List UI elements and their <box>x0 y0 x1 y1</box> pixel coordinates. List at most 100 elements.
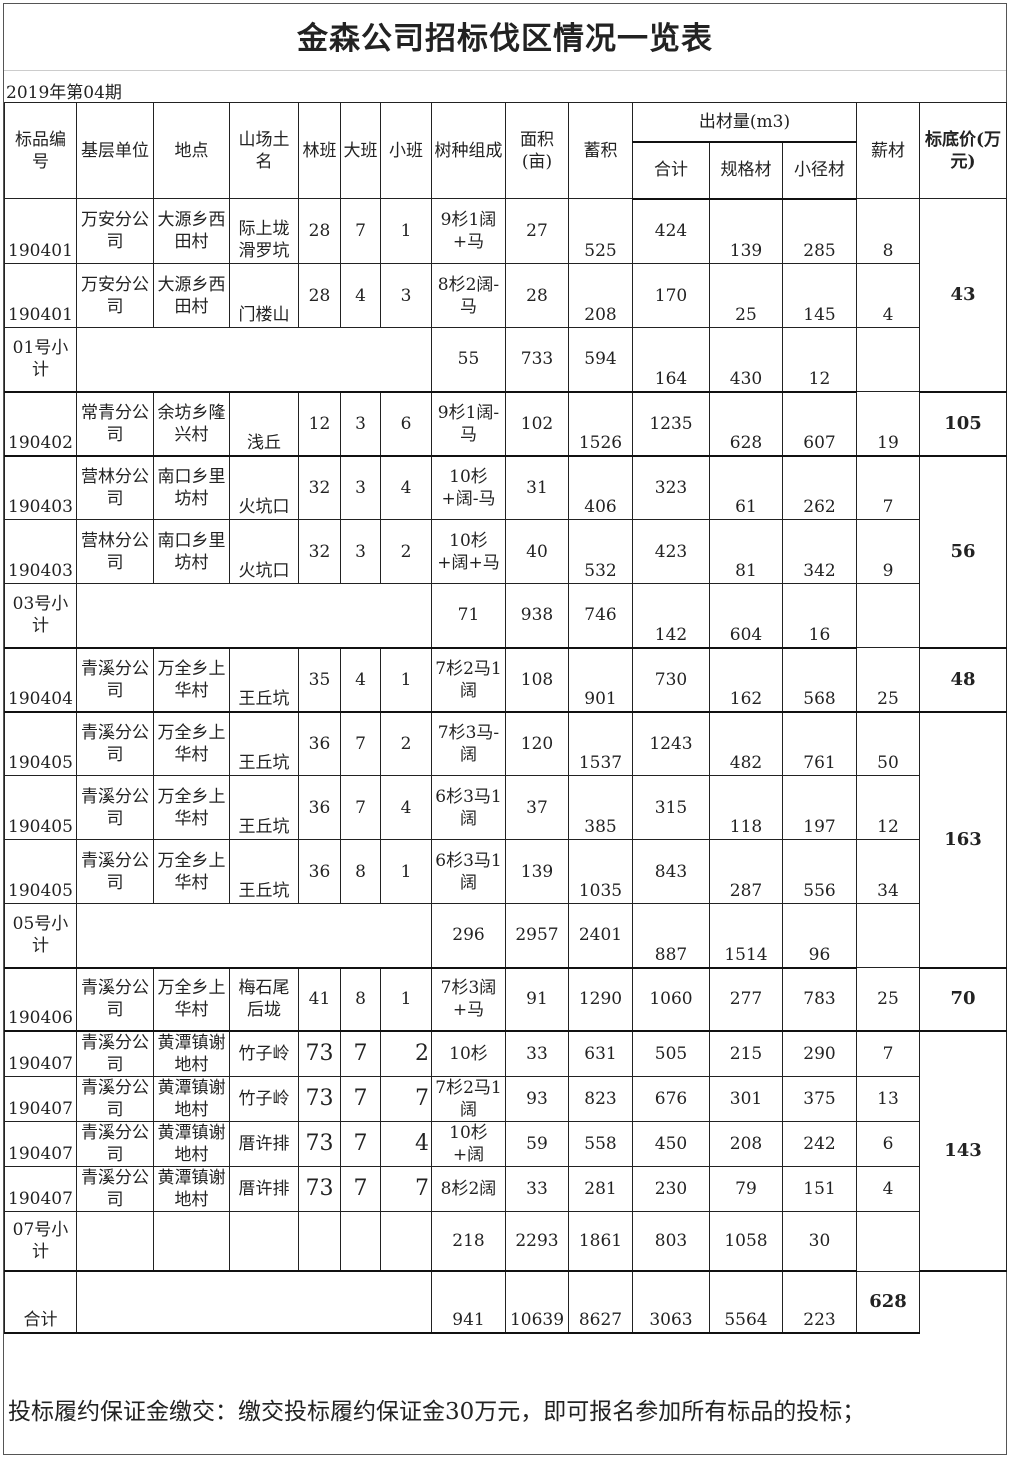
cell-species: 10杉+阔+马 <box>431 519 506 584</box>
cell-unit: 青溪分公司 <box>76 967 154 1032</box>
cell-empty <box>340 1210 381 1272</box>
header-volume: 蓄积 <box>568 102 633 199</box>
cell-unit: 常青分公司 <box>76 391 154 457</box>
cell-small-dia: 430 <box>709 327 783 393</box>
cell-lot-no: 190405 <box>4 711 77 776</box>
row-label: 01号小计 <box>4 327 77 393</box>
cell-small-dia: 151 <box>782 1165 857 1212</box>
header-lot-no: 标品编号 <box>4 102 77 199</box>
header-unit: 基层单位 <box>76 102 154 199</box>
cell-area: 91 <box>505 967 569 1032</box>
cell-location: 南口乡里坊村 <box>153 519 230 584</box>
cell-spec: 25 <box>709 263 783 328</box>
cell-volume: 938 <box>505 583 569 649</box>
cell-firewood: 12 <box>856 775 920 840</box>
cell-volume: 901 <box>568 647 633 713</box>
header-output: 出材量(m3) <box>632 102 857 143</box>
cell-site-name: 竹子岭 <box>229 1075 299 1122</box>
cell-volume: 281 <box>568 1165 633 1212</box>
cell-area: 108 <box>505 647 569 713</box>
cell-site-name: 梅石尾后垅 <box>229 967 299 1032</box>
cell-species: 10杉+阔-马 <box>431 455 506 520</box>
table-row: 190401 万安分公司 大源乡西田村 际上垅滑罗坑 28 7 1 9杉1阔+马 27 525 42… <box>4 198 1007 393</box>
cell-spec: 482 <box>709 711 783 776</box>
row-label: 03号小计 <box>4 583 77 649</box>
subtotal-row: 05号小计 296 2957 2401 887 1514 96 <box>4 903 1007 969</box>
cell-small-dia: 1058 <box>709 1210 783 1272</box>
cell-small-class: 1 <box>380 839 432 904</box>
cell-output-total: 424 <box>632 198 710 264</box>
cell-lot-no: 190405 <box>4 775 77 840</box>
cell-spec: 277 <box>709 967 783 1032</box>
cell-small-dia: 290 <box>782 1030 857 1077</box>
cell-forest-class: 32 <box>298 519 341 584</box>
cell-forest-class: 35 <box>298 647 341 713</box>
cell-site-name: 火坑口 <box>229 455 299 520</box>
cell-location: 大源乡西田村 <box>153 198 230 264</box>
base-price-cell: 56 <box>919 455 1007 649</box>
cell-location: 黄潭镇谢地村 <box>153 1075 230 1122</box>
cell-small-class: 1 <box>380 198 432 264</box>
cell-big-class: 7 <box>340 198 381 264</box>
table-row: 190407 青溪分公司 黄潭镇谢地村 厝许排 73 7 7 8杉2阔 33 281 230 79 15… <box>4 1165 1007 1212</box>
base-price-cell: 70 <box>919 967 1007 1032</box>
cell-firewood: 25 <box>856 647 920 713</box>
cell-location: 万全乡上华村 <box>153 775 230 840</box>
row-label: 05号小计 <box>4 903 77 969</box>
cell-lot-no: 190407 <box>4 1120 77 1167</box>
cell-firewood: 34 <box>856 839 920 904</box>
base-price-cell: 48 <box>919 647 1007 713</box>
cell-location: 黄潭镇谢地村 <box>153 1030 230 1077</box>
cell-spec: 79 <box>709 1165 783 1212</box>
cell-lot-no: 190407 <box>4 1075 77 1122</box>
cell-output-total: 843 <box>632 839 710 904</box>
cell-lot-no: 190403 <box>4 519 77 584</box>
cell-forest-class: 28 <box>298 198 341 264</box>
header-total: 合计 <box>632 141 710 200</box>
cell-volume: 733 <box>505 327 569 393</box>
cell-volume: 10639 <box>505 1270 569 1334</box>
cell-firewood: 96 <box>782 903 857 969</box>
cell-small-dia: 342 <box>782 519 857 584</box>
cell-area: 102 <box>505 391 569 457</box>
cell-firewood: 19 <box>856 391 920 457</box>
cell-big-class: 7 <box>340 1075 381 1122</box>
cell-big-class: 7 <box>340 1120 381 1167</box>
cell-unit: 青溪分公司 <box>76 647 154 713</box>
total-row: 合计 941 10639 8627 3063 5564 223 628 <box>4 1270 1007 1334</box>
cell-small-class: 4 <box>380 1120 432 1167</box>
cell-firewood: 16 <box>782 583 857 649</box>
cell-firewood: 7 <box>856 1030 920 1077</box>
cell-unit: 营林分公司 <box>76 519 154 584</box>
cell-species: 6杉3马1阔 <box>431 775 506 840</box>
cell-firewood: 12 <box>782 327 857 393</box>
cell-location: 万全乡上华村 <box>153 839 230 904</box>
cell-forest-class: 73 <box>298 1165 341 1212</box>
cell-area: 28 <box>505 263 569 328</box>
cell-lot-no: 190407 <box>4 1030 77 1077</box>
cell-big-class: 4 <box>340 263 381 328</box>
cell-lot-no: 190401 <box>4 263 77 328</box>
cell-species: 9杉1阔+马 <box>431 198 506 264</box>
cell-species: 7杉2马1阔 <box>431 1075 506 1122</box>
cell-volume: 2957 <box>505 903 569 969</box>
cell-forest-class: 73 <box>298 1075 341 1122</box>
cell-big-class: 3 <box>340 519 381 584</box>
table-row: 190401 万安分公司 大源乡西田村 门楼山 28 4 3 8杉2阔-马 28 208 170 25… <box>4 263 1007 328</box>
cell-species: 7杉3阔+马 <box>431 967 506 1032</box>
cell-small-class: 6 <box>380 391 432 457</box>
header-firewood: 薪材 <box>856 102 920 199</box>
cell-spec: 3063 <box>632 1270 710 1334</box>
page-title: 金森公司招标伐区情况一览表 <box>4 4 1006 71</box>
cell-location: 黄潭镇谢地村 <box>153 1120 230 1167</box>
cell-species: 7杉2马1阔 <box>431 647 506 713</box>
cell-firewood: 4 <box>856 1165 920 1212</box>
header-row: 标品编号 基层单位 地点 山场土名 林班 大班 小班 树种组成 面积(亩) 蓄积… <box>4 102 1007 199</box>
cell-unit: 青溪分公司 <box>76 711 154 776</box>
header-small-class: 小班 <box>380 102 432 199</box>
subtotal-row: 07号小计 218 2293 1861 803 1058 30 <box>4 1210 1007 1272</box>
cell-spec: 81 <box>709 519 783 584</box>
cell-small-class: 7 <box>380 1075 432 1122</box>
cell-area: 139 <box>505 839 569 904</box>
